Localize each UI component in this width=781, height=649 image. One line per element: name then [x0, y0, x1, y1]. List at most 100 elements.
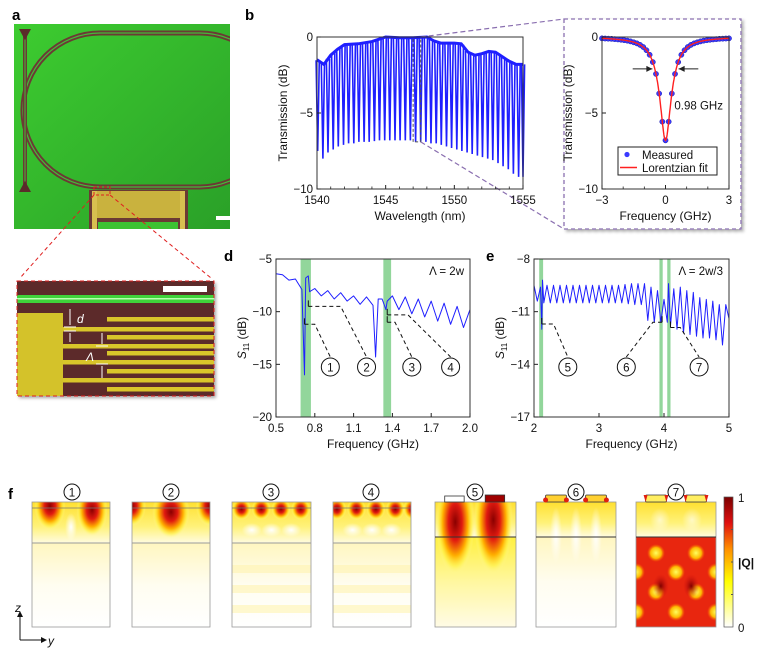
mode-label: 4	[368, 488, 375, 500]
field-band	[232, 565, 311, 573]
field-node	[342, 523, 363, 537]
resonance-dip	[449, 43, 454, 148]
zoom-connector-bottom	[420, 141, 565, 230]
y-axis-label-symbol: S	[493, 351, 507, 359]
x-tick-label: 0.5	[268, 423, 284, 435]
mode-label-circle	[63, 483, 81, 501]
resonance-dip	[475, 54, 480, 156]
y-axis-label-subscript: 11	[500, 342, 509, 351]
field-node	[650, 508, 670, 532]
x-tick-label: 1545	[373, 195, 399, 207]
y-axis-label: S11 (dB)	[235, 317, 251, 359]
idt-finger	[63, 327, 214, 332]
resonance-dip	[341, 45, 346, 145]
field-yellow-spot	[707, 603, 716, 621]
racetrack-core	[22, 32, 230, 188]
y-tick-label: −10	[252, 307, 272, 319]
simulation-domain-outline	[131, 501, 211, 628]
electrode	[585, 494, 607, 503]
mode-leader-line	[387, 321, 413, 358]
resonance-dip	[480, 53, 485, 158]
field-hotspot	[76, 502, 108, 536]
mode-label: 7	[696, 362, 702, 374]
field-map	[132, 502, 210, 627]
field-band	[333, 565, 411, 573]
inset-annotations	[64, 309, 108, 378]
resonance-dip	[433, 41, 439, 144]
y-tick-label: −17	[510, 412, 530, 424]
resonance-dip	[397, 37, 403, 141]
field-band	[333, 585, 411, 593]
resonance-band-highlight	[667, 259, 671, 417]
resonance-band-highlight	[383, 259, 392, 417]
s11-curve	[533, 279, 730, 346]
mode-label: 5	[565, 362, 571, 374]
x-axis-label: Wavelength (nm)	[375, 209, 466, 223]
mode-label-circle	[357, 357, 377, 377]
resonance-dip	[325, 58, 331, 153]
field-map	[32, 502, 110, 627]
field-hotspot	[34, 502, 66, 530]
resonance-band-highlight	[659, 259, 663, 417]
resonance-dip	[392, 37, 398, 141]
arrowhead-icon	[646, 65, 653, 72]
mode-label: 5	[472, 488, 478, 500]
mode-leader-line	[670, 326, 700, 358]
y-axis-label: y	[47, 634, 55, 648]
chart-d-s11-spectrum: 1 2 3 4 Λ = 2w 0.5 0.8 1.1 1.4 1.7 2.0 −5 −10 −15 −20 F…	[235, 254, 478, 451]
y-axis-label-unit: (dB)	[235, 317, 249, 343]
resonance-dip	[407, 37, 413, 141]
resonance-band-highlight	[539, 259, 544, 417]
mode-label-circle	[262, 483, 280, 501]
field-yellow-spot	[667, 603, 685, 621]
resonance-dip	[351, 44, 357, 144]
field-hotspot	[704, 495, 709, 502]
legend-marker-measured	[624, 151, 630, 158]
inset-label-gap-d: d	[77, 312, 84, 326]
field-map	[536, 502, 616, 627]
y-axis-label: Transmission (dB)	[561, 65, 575, 162]
field-node	[682, 508, 702, 532]
resonance-dip	[387, 37, 393, 141]
electrode	[685, 494, 707, 503]
x-tick-label: 0	[662, 195, 668, 207]
y-tick-label: −8	[517, 254, 530, 266]
field-band	[232, 585, 311, 593]
field-yellow-spot	[707, 563, 716, 581]
mode-profile-3	[231, 501, 312, 628]
field-hotspot	[366, 502, 386, 520]
colorbar: 1 0 |Q|	[723, 493, 754, 635]
resonance-dip	[372, 40, 377, 142]
field-hotspot	[543, 497, 549, 503]
x-tick-label: 5	[726, 423, 732, 435]
mode-label: 3	[409, 362, 415, 374]
mode-label-circle	[667, 483, 685, 501]
panel-f-mode-profiles: 1 2 3 4 5 6 7 10|Q|zy	[14, 483, 754, 648]
mode-leader-line	[304, 323, 331, 358]
idt-gold-pad	[92, 191, 185, 218]
x-tick-label: 1.1	[346, 423, 362, 435]
idt-finger	[63, 344, 214, 349]
lorentzian-fit-line	[602, 37, 729, 142]
mode-label: 1	[327, 362, 333, 374]
idt-finger	[63, 360, 214, 365]
resonance-dip	[500, 57, 506, 167]
field-band	[232, 605, 311, 613]
mode-leader-line	[308, 305, 367, 358]
mode-label-circle	[362, 483, 380, 501]
inset-gold-busbar	[17, 313, 63, 396]
y-tick-label: −5	[585, 108, 598, 120]
z-axis-label: z	[14, 601, 21, 615]
mode-leader-line	[541, 323, 569, 358]
mode-profile-7	[635, 494, 717, 628]
field-substrate	[32, 543, 110, 627]
field-yellow-spot	[687, 544, 705, 562]
coupler-pad-bottom	[19, 181, 31, 192]
field-hotspot	[683, 495, 688, 502]
zoom-region-box	[412, 36, 422, 143]
x-tick-label: 1550	[442, 195, 468, 207]
simulation-domain-outline	[635, 501, 717, 628]
